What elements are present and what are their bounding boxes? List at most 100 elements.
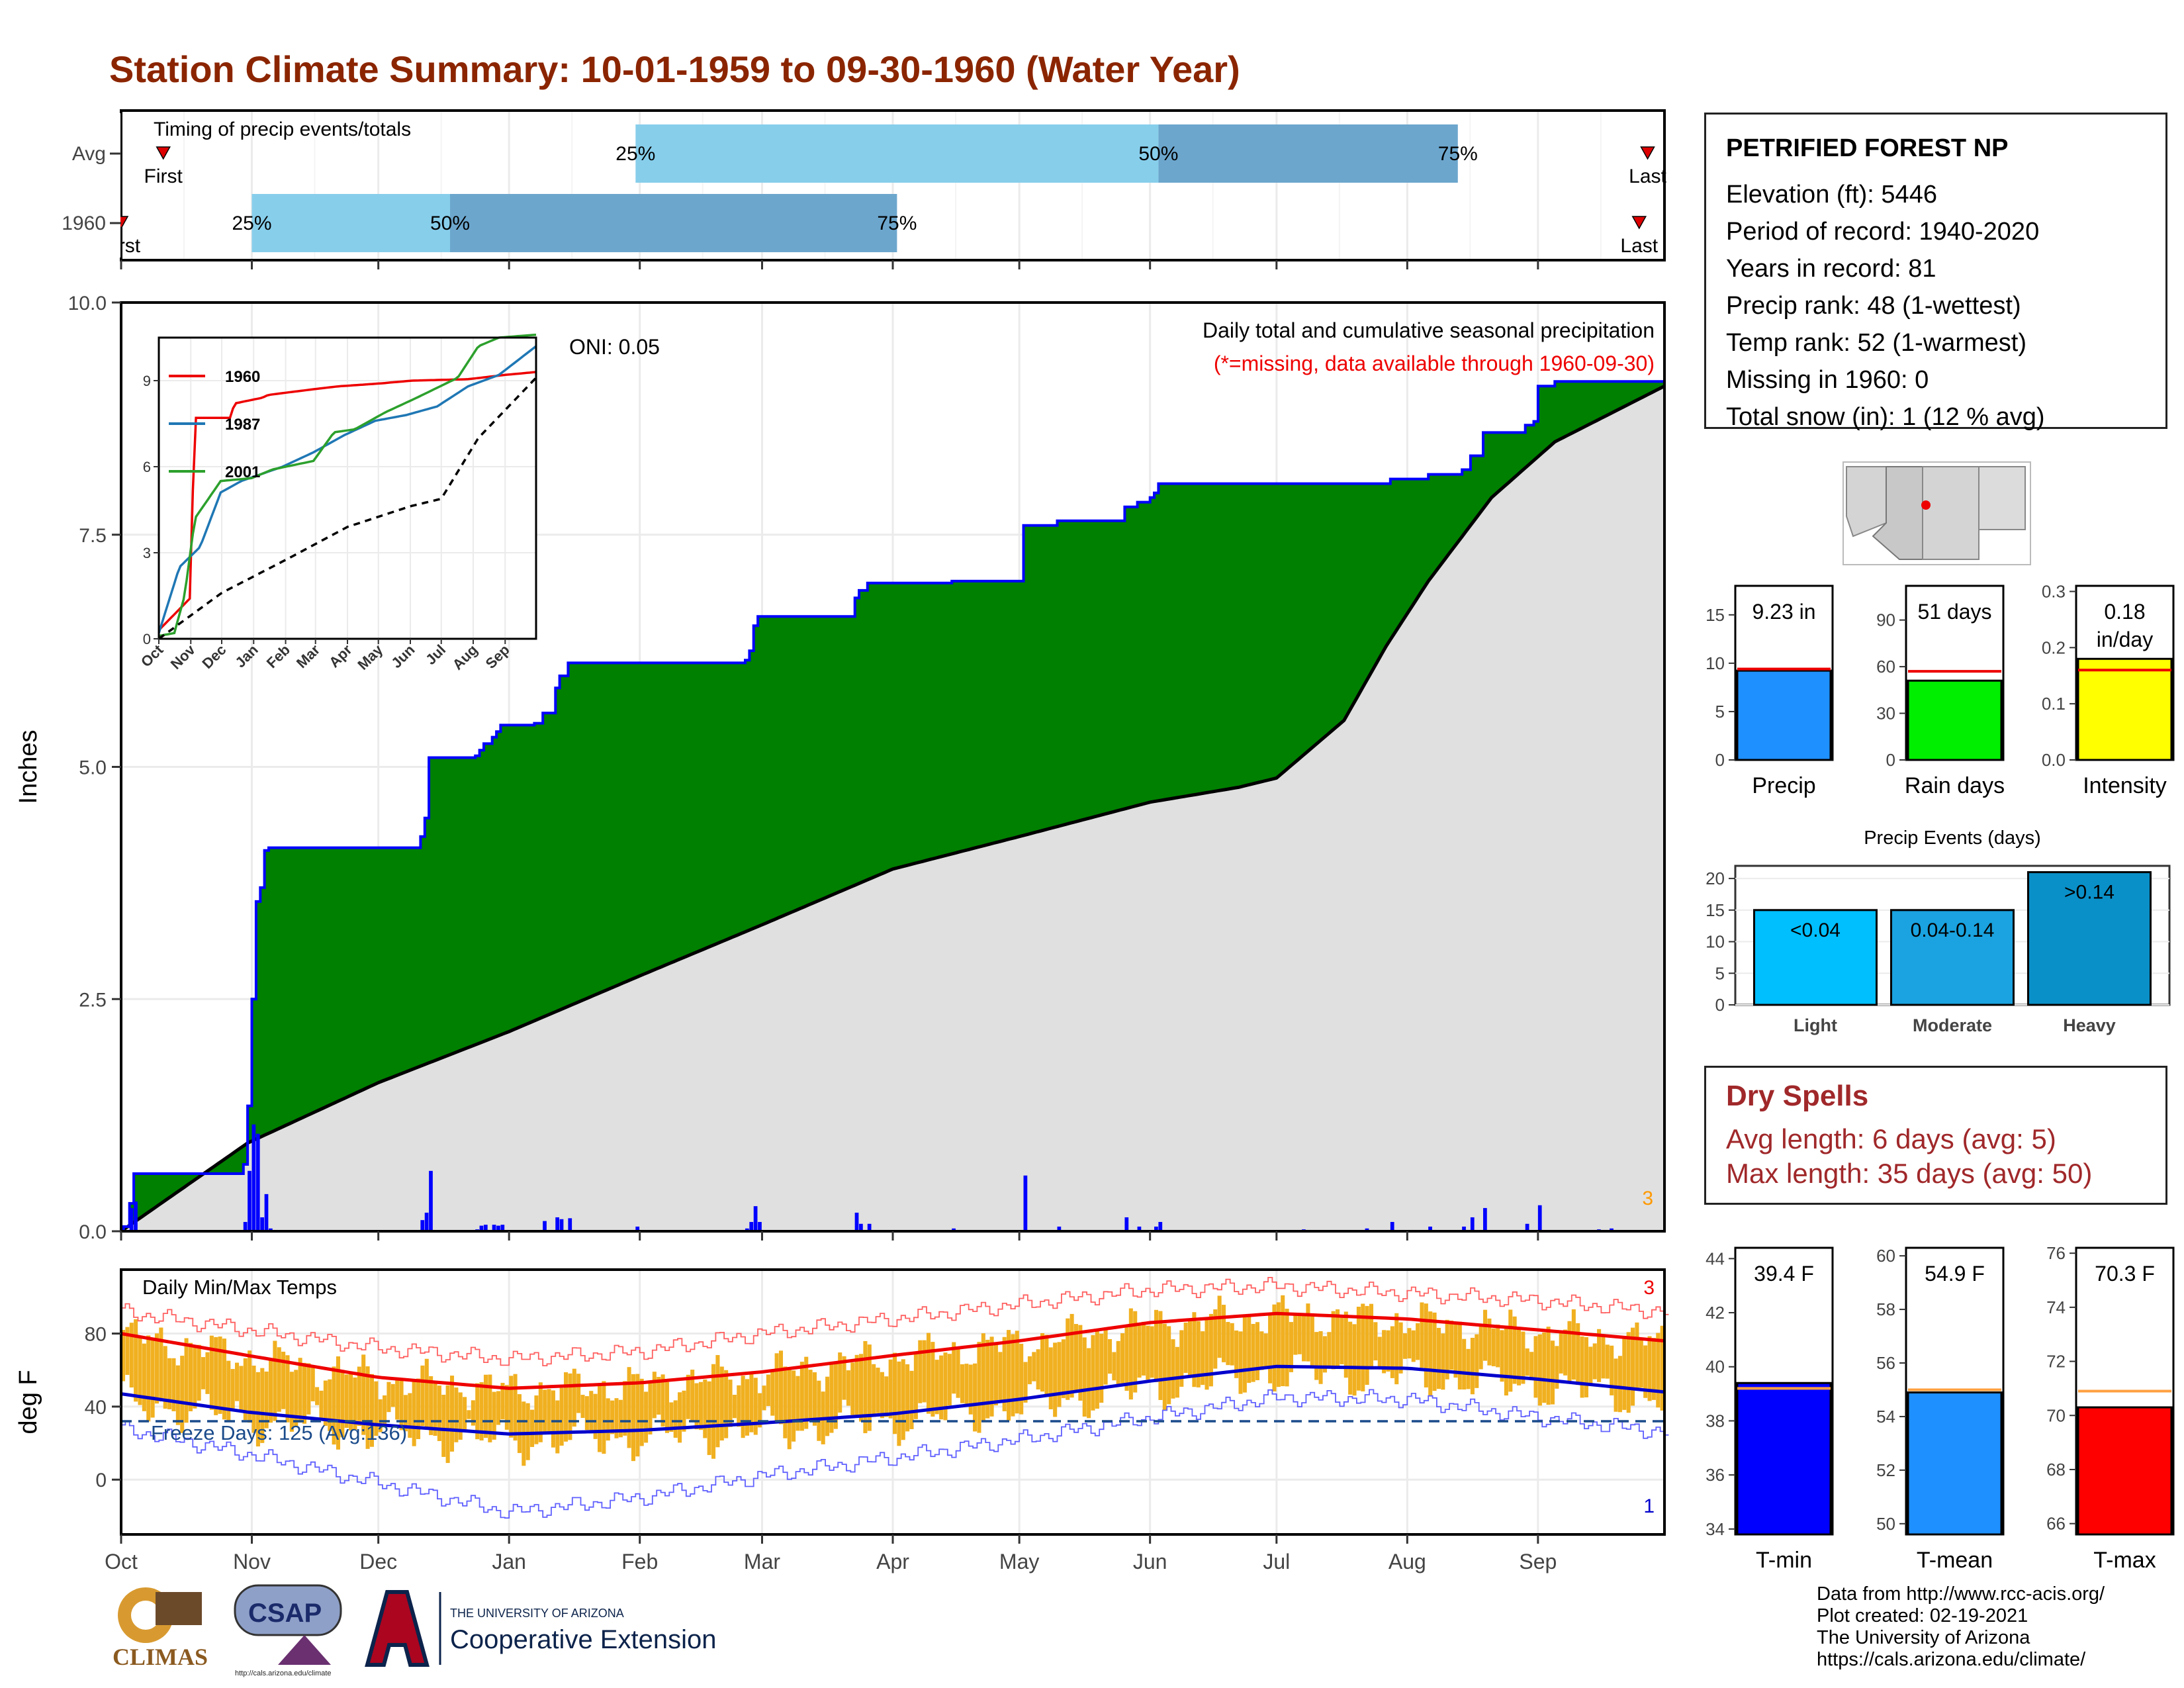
temp-daily-bar [129,1323,134,1387]
temp-daily-bar [918,1340,923,1403]
temp-daily-bar [648,1382,653,1434]
temp-daily-bar [378,1399,383,1432]
temp-daily-bar [1192,1312,1197,1387]
temp-daily-bar [698,1382,703,1430]
precip-daily-bar [1390,1221,1394,1231]
temp-daily-bar [1622,1336,1627,1410]
inset-ytick-label: 9 [143,373,151,389]
temp-daily-bar [408,1393,412,1438]
temp-daily-bar [1322,1336,1327,1373]
precip-daily-bar [248,1170,251,1231]
temp-daily-bar [707,1381,711,1456]
station-info-box: PETRIFIED FOREST NP Elevation (ft): 5446… [1704,113,2167,431]
map-state-east [1978,466,2026,530]
temp-daily-bar [547,1389,551,1434]
temp-daily-bar [799,1362,804,1431]
temp-daily-bar [420,1365,425,1427]
timing-bar-50-75 [1158,124,1458,183]
temp-daily-bar [1019,1344,1024,1415]
precip-daily-bar [251,1124,256,1231]
temp-daily-bar [770,1370,775,1416]
timing-last-label: Last [1620,235,1658,257]
temp-daily-bar [1453,1323,1458,1378]
timing-label-50: 50% [1138,143,1178,165]
temp-daily-bar [243,1358,248,1421]
temp-daily-bar [618,1399,623,1438]
inset-legend-label: 1987 [225,416,260,434]
temp-daily-bar [952,1342,956,1394]
temp-daily-bar [711,1364,716,1459]
temp-daily-bar [1466,1348,1471,1389]
precip-daily-bar [424,1212,429,1231]
temp-daily-bar [205,1352,210,1394]
temp-daily-bar [1201,1331,1205,1385]
timing-last-marker [1631,216,1647,230]
temp-daily-bar [631,1374,636,1462]
temp-daily-bar [1133,1311,1138,1393]
stat-panel-ytick-label: 40 [1706,1357,1725,1377]
temp-daily-bar [429,1376,433,1435]
station-snow: Total snow (in): 1 (12 % avg) [1726,403,2045,431]
page-title: Station Climate Summary: 10-01-1959 to 0… [109,48,1240,90]
timing-label-50: 50% [430,212,470,234]
stat-panel-ytick-label: 70 [2046,1405,2066,1425]
temp-daily-bar [471,1400,475,1426]
precip-count-label: 3 [1642,1188,1653,1209]
temp-daily-bar [298,1358,302,1423]
stat-panel-label: Intensity [2083,773,2167,798]
precip-daily-bar [753,1206,758,1231]
temp-daily-bar [239,1366,244,1411]
stat-panel-bar [1907,679,2003,761]
temp-record-max-line [121,1277,1669,1366]
temp-daily-bar [1352,1324,1357,1396]
temp-ylabel: deg F [15,1370,42,1434]
temp-daily-bar [559,1387,564,1446]
precip-daily-bar [635,1226,640,1231]
timing-last-marker [1640,146,1655,160]
ua-big-text: Cooperative Extension [450,1625,716,1654]
precip-oni-label: ONI: 0.05 [569,335,660,359]
temp-daily-bar [1508,1309,1513,1392]
precip-daily-bar [1462,1226,1466,1231]
temp-daily-bar [251,1366,256,1433]
temp-daily-bar [686,1374,690,1419]
temp-daily-bar [766,1374,770,1406]
temp-daily-bar [1521,1331,1525,1384]
temp-daily-bar [1626,1332,1631,1413]
precip-daily-bar [1470,1217,1475,1231]
temp-daily-bar [1647,1336,1652,1401]
temp-daily-bar [749,1373,754,1432]
temp-daily-bar [1293,1314,1298,1355]
timing-bar-50-75 [449,194,897,252]
precip-daily-bar [121,1226,125,1231]
events-category-label: Moderate [1913,1015,1992,1035]
stat-panel-ytick-label: 0.3 [2042,581,2066,601]
temp-daily-bar [660,1374,665,1427]
temp-daily-bar [1255,1322,1260,1381]
stat-panel-label: T-min [1756,1548,1812,1573]
temp-daily-bar [1343,1311,1348,1378]
temp-daily-bar [956,1346,960,1398]
precip-cumulative-line [120,374,1666,1231]
temp-daily-bar [285,1355,290,1423]
temp-daily-bar [1420,1302,1424,1368]
station-period: Period of record: 1940-2020 [1726,218,2040,246]
station-precip-rank: Precip rank: 48 (1-wettest) [1726,292,2021,320]
temp-xtick-label: Nov [233,1550,271,1573]
temp-daily-bar [197,1344,201,1401]
temp-daily-bar [387,1382,391,1413]
temp-daily-bar [989,1336,994,1417]
temp-daily-bar [934,1360,939,1415]
climas-logo-text: CLIMAS [113,1644,208,1670]
temp-daily-bar [1154,1309,1159,1382]
temp-daily-bar [530,1409,535,1447]
precip-daily-bar [134,1201,138,1231]
temp-freeze-label: Freeze Days: 125 (Avg:136) [151,1421,407,1444]
events-category-label: Light [1794,1015,1837,1035]
temp-daily-bar [184,1338,189,1423]
stat-panel-ytick-label: 54 [1876,1407,1895,1427]
temp-daily-bar [555,1400,560,1454]
temp-chart: 0 40 80 Oct Nov Dec Jan Feb Mar Apr May Jun Jul Aug Se… [15,1268,1669,1573]
temp-daily-bar [1614,1358,1618,1412]
temp-daily-bar [1331,1311,1336,1370]
